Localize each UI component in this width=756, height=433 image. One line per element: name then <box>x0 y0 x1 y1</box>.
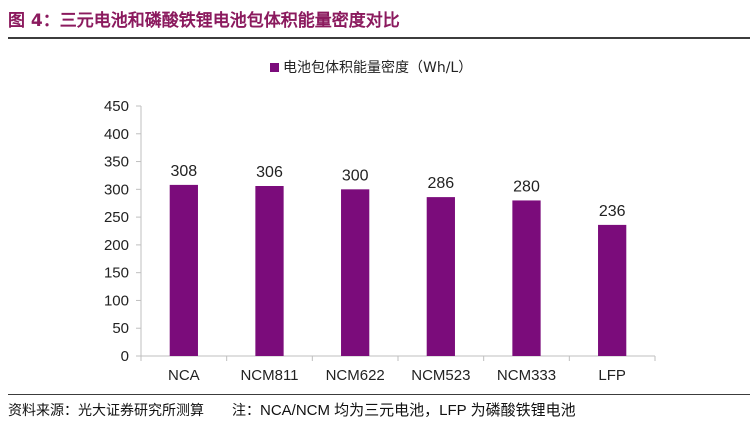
x-tick-label-lfp: LFP <box>598 367 626 384</box>
bar-series <box>169 184 627 356</box>
x-tick-label-ncm811: NCM811 <box>240 367 298 384</box>
source-text: 资料来源：光大证券研究所测算 <box>8 403 204 419</box>
bar-ncm811 <box>255 186 284 356</box>
y-tick-label: 150 <box>104 265 129 282</box>
x-axis-ticks: NCA NCM811 NCM622 NCM523 NCM333 LFP <box>140 356 656 384</box>
y-tick-label: 200 <box>104 237 129 254</box>
chart-legend: 电池包体积能量密度（Wh/L） <box>270 59 472 76</box>
y-tick-label: 450 <box>104 98 129 115</box>
y-axis-ticks: 0 50 100 150 200 250 300 350 400 450 <box>104 98 141 365</box>
bar-nca <box>169 184 198 356</box>
x-tick-label-ncm523: NCM523 <box>411 367 470 384</box>
data-label-ncm811: 306 <box>256 164 283 181</box>
y-tick-label: 0 <box>121 348 129 365</box>
note-prefix: 注： <box>232 403 260 419</box>
bar-lfp <box>598 224 627 356</box>
footer-divider <box>8 394 750 395</box>
y-tick-label: 400 <box>104 126 129 143</box>
data-label-nca: 308 <box>170 163 197 180</box>
data-label-ncm622: 300 <box>342 167 369 184</box>
y-tick-label: 300 <box>104 181 129 198</box>
y-tick-label: 350 <box>104 154 129 171</box>
legend-swatch <box>270 63 279 72</box>
figure-title: 图 4：三元电池和磷酸铁锂电池包体积能量密度对比 <box>8 11 400 31</box>
title-divider <box>8 37 750 39</box>
y-tick-label: 100 <box>104 292 129 309</box>
x-tick-label-ncm333: NCM333 <box>497 367 556 384</box>
x-tick-label-nca: NCA <box>168 367 200 384</box>
bar-ncm523 <box>426 197 455 356</box>
x-tick-label-ncm622: NCM622 <box>326 367 385 384</box>
y-tick-label: 250 <box>104 209 129 226</box>
legend-label: 电池包体积能量密度（Wh/L） <box>283 59 472 76</box>
y-tick-label: 50 <box>112 320 129 337</box>
bar-ncm333 <box>512 200 541 356</box>
data-label-ncm333: 280 <box>513 178 540 195</box>
note-text: NCA/NCM 均为三元电池，LFP 为磷酸铁锂电池 <box>260 402 576 419</box>
data-label-lfp: 236 <box>599 203 626 220</box>
bar-chart: 电池包体积能量密度（Wh/L） 0 50 100 150 200 250 300 350 400… <box>104 59 656 384</box>
data-label-ncm523: 286 <box>427 175 454 192</box>
footer-source: 资料来源：光大证券研究所测算 注：NCA/NCM 均为三元电池，LFP 为磷酸铁锂… <box>8 399 576 420</box>
data-labels: 308 306 300 286 280 236 <box>170 163 625 220</box>
bar-ncm622 <box>341 189 370 356</box>
